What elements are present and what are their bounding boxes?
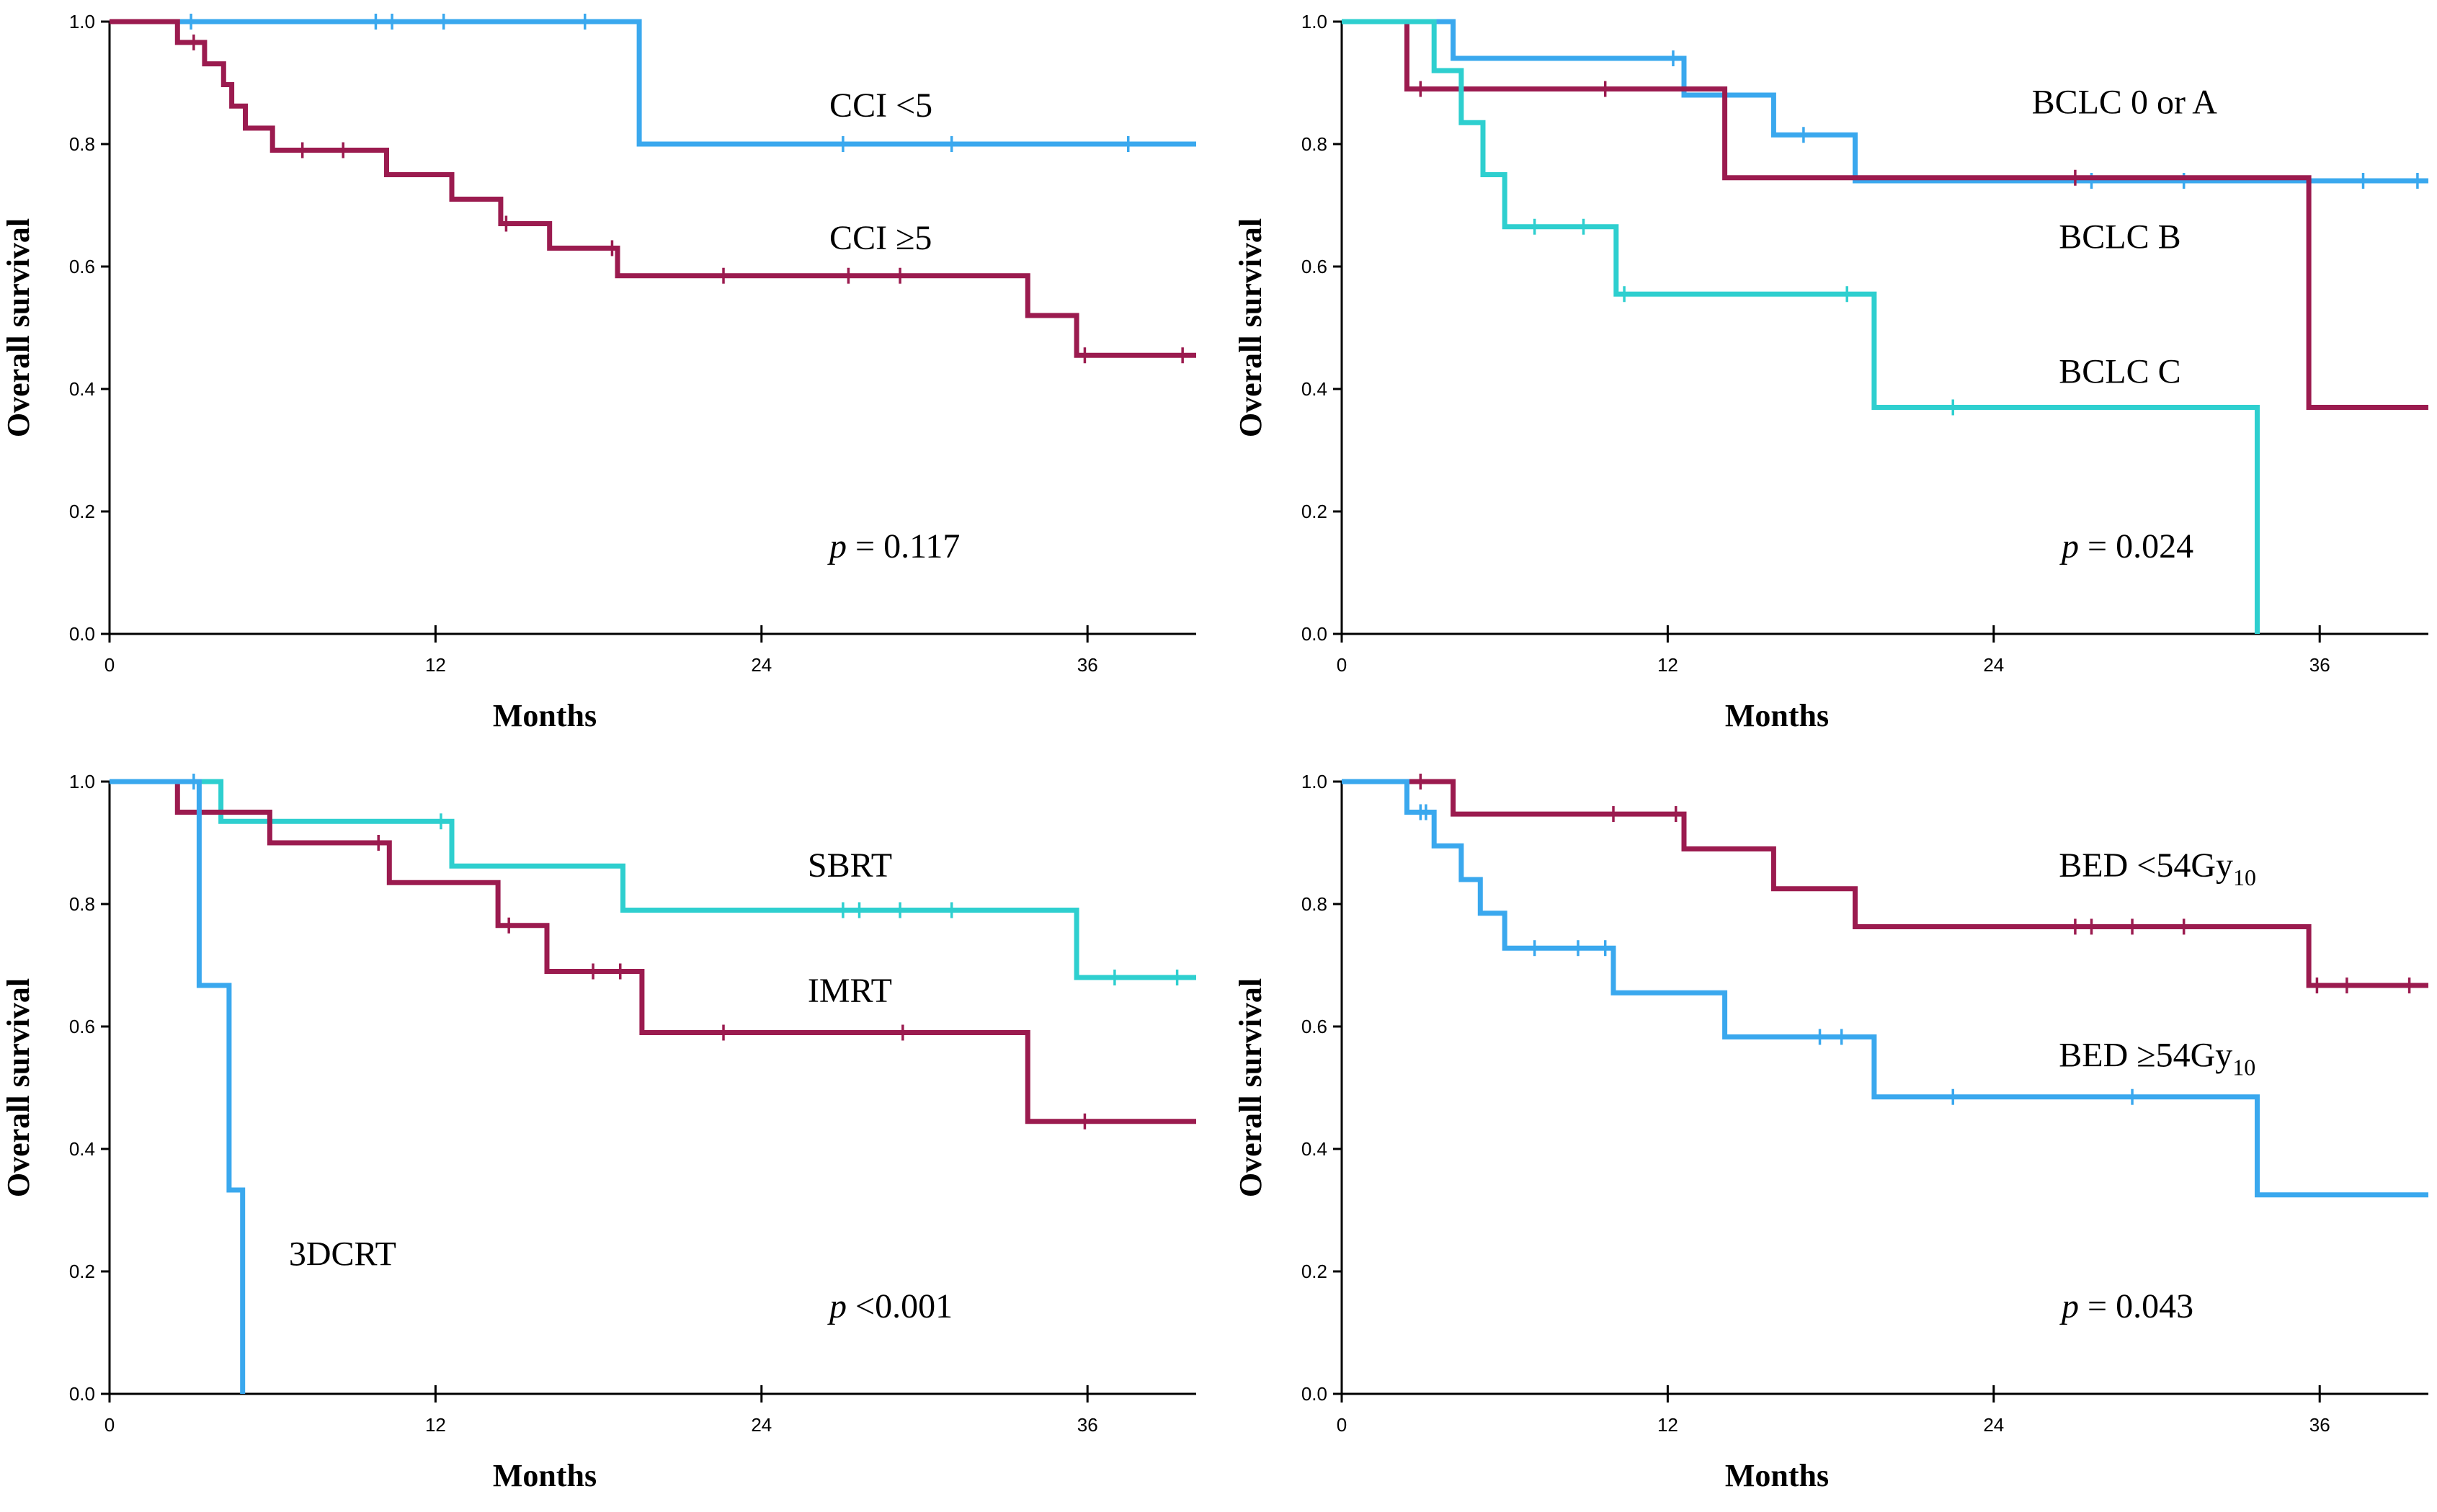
y-tick-label: 0.6 [1301, 1016, 1327, 1037]
y-axis-title: Overall survival [1233, 978, 1268, 1197]
series-label: BCLC C [2059, 353, 2180, 391]
km-curve-sbrt [110, 779, 1196, 980]
series-label: SBRT [808, 846, 892, 885]
x-tick-label: 12 [425, 654, 446, 676]
y-tick-label: 0.8 [69, 133, 95, 155]
p-value: p = 0.117 [827, 527, 960, 565]
y-tick-label: 0.4 [69, 378, 95, 400]
y-tick-label: 0.2 [69, 501, 95, 522]
y-tick-label: 1.0 [1301, 11, 1327, 32]
series-label: BCLC B [2059, 218, 2180, 256]
x-tick-label: 12 [1657, 654, 1678, 676]
x-axis-title: Months [493, 1458, 597, 1493]
km-curve-bclc-c [1342, 19, 2260, 634]
y-tick-label: 0.8 [69, 893, 95, 915]
km-curve-cci-5 [110, 19, 1196, 358]
y-tick-label: 0.8 [1301, 133, 1327, 155]
y-tick-label: 0.6 [69, 1016, 95, 1037]
y-axis-title: Overall survival [1233, 218, 1268, 437]
series-label: BED <54Gy10 [2059, 846, 2256, 890]
p-value: p = 0.043 [2059, 1287, 2193, 1325]
y-tick-label: 0.0 [1301, 623, 1327, 645]
y-tick-label: 0.6 [69, 256, 95, 277]
y-tick-label: 0.4 [1301, 1138, 1327, 1160]
x-axis-title: Months [493, 698, 597, 733]
series-label: BED ≥54Gy10 [2059, 1036, 2255, 1080]
x-axis-title: Months [1725, 698, 1829, 733]
km-panel-panel_cci: 0.0 0.2 0.4 0.6 0.8 1.0 0 12 24 36 Months Overall s… [1, 11, 1196, 733]
x-tick-label: 36 [1077, 1414, 1098, 1436]
x-tick-label: 24 [751, 654, 772, 676]
km-curve-cci-5 [110, 19, 1196, 147]
y-tick-label: 1.0 [69, 11, 95, 32]
x-tick-label: 0 [1337, 654, 1347, 676]
km-curve-bclc-0-or-a [1342, 19, 2428, 184]
x-tick-label: 36 [2309, 654, 2330, 676]
x-tick-label: 36 [1077, 654, 1098, 676]
y-tick-label: 0.4 [1301, 378, 1327, 400]
y-axis-title: Overall survival [1, 978, 36, 1197]
km-panel-panel_bclc: 0.0 0.2 0.4 0.6 0.8 1.0 0 12 24 36 Months Overall s… [1233, 11, 2428, 733]
y-tick-label: 1.0 [69, 771, 95, 792]
y-tick-label: 0.0 [69, 623, 95, 645]
y-tick-label: 0.6 [1301, 256, 1327, 277]
km-curve-imrt [110, 779, 1196, 1124]
x-tick-label: 0 [104, 1414, 115, 1436]
y-tick-label: 0.2 [69, 1261, 95, 1282]
series-label-subscript: 10 [2233, 864, 2256, 890]
km-panel-panel_technique: 0.0 0.2 0.4 0.6 0.8 1.0 0 12 24 36 Months Overall s… [1, 771, 1196, 1493]
km-panel-panel_bed: 0.0 0.2 0.4 0.6 0.8 1.0 0 12 24 36 Months Overall s… [1233, 771, 2428, 1493]
km-curve-bed-54gy10 [1342, 779, 2428, 988]
y-tick-label: 0.2 [1301, 501, 1327, 522]
series-label: IMRT [808, 972, 892, 1010]
y-tick-label: 1.0 [1301, 771, 1327, 792]
x-axis-title: Months [1725, 1458, 1829, 1493]
x-tick-label: 24 [1983, 654, 2004, 676]
series-label: CCI <5 [829, 86, 932, 125]
series-label-subscript: 10 [2232, 1054, 2255, 1080]
series-label: BCLC 0 or A [2032, 84, 2218, 122]
series-label: CCI ≥5 [829, 219, 932, 257]
x-tick-label: 0 [1337, 1414, 1347, 1436]
p-value: p = 0.024 [2059, 527, 2193, 565]
y-tick-label: 0.8 [1301, 893, 1327, 915]
series-label: 3DCRT [289, 1235, 396, 1274]
y-tick-label: 0.0 [69, 1383, 95, 1405]
x-tick-label: 0 [104, 654, 115, 676]
p-value: p <0.001 [827, 1287, 953, 1325]
km-curve-bclc-b [1342, 19, 2428, 410]
y-tick-label: 0.2 [1301, 1261, 1327, 1282]
km-curve-3dcrt [110, 779, 246, 1394]
y-axis-title: Overall survival [1, 218, 36, 437]
x-tick-label: 12 [1657, 1414, 1678, 1436]
x-tick-label: 24 [1983, 1414, 2004, 1436]
y-tick-label: 0.4 [69, 1138, 95, 1160]
x-tick-label: 24 [751, 1414, 772, 1436]
x-tick-label: 36 [2309, 1414, 2330, 1436]
km-curve-bed-54gy10 [1342, 779, 2428, 1198]
y-tick-label: 0.0 [1301, 1383, 1327, 1405]
x-tick-label: 12 [425, 1414, 446, 1436]
